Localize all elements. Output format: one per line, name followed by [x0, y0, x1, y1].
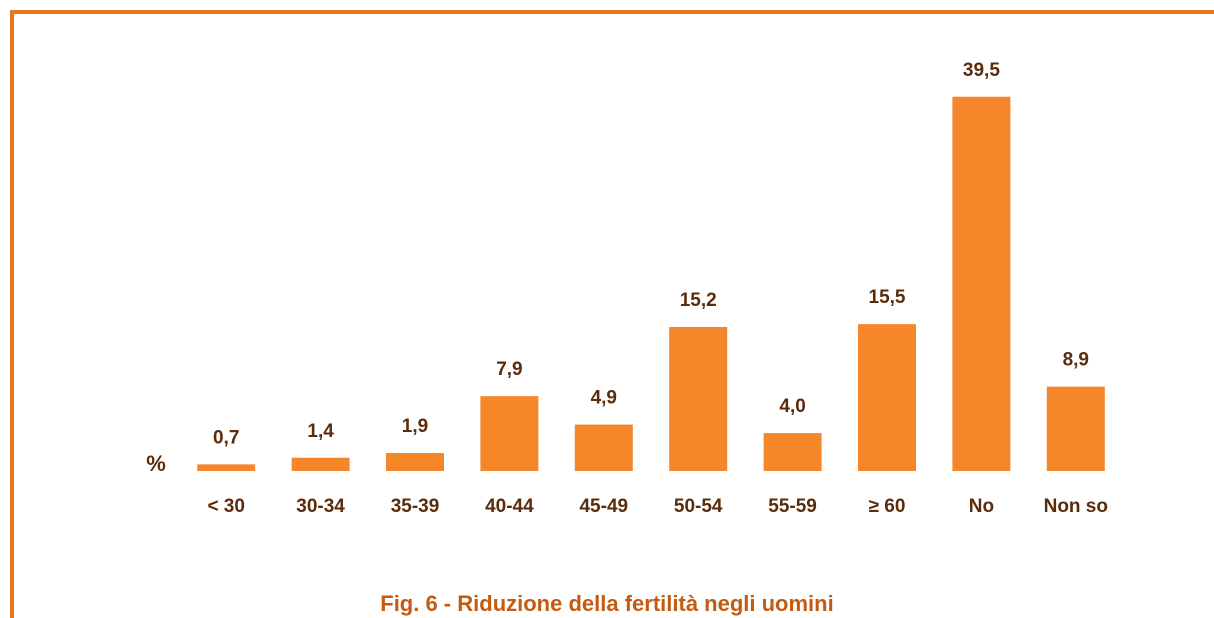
bar — [952, 96, 1011, 472]
x-tick-label: 40-44 — [485, 496, 534, 517]
x-tick-label: 55-59 — [768, 496, 817, 517]
x-tick-label: ≥ 60 — [869, 496, 906, 517]
value-label: 15,5 — [869, 287, 906, 308]
bar — [1046, 386, 1105, 471]
chart-title: Fig. 6 - Riduzione della fertilità negli… — [380, 591, 833, 616]
value-label: 39,5 — [963, 60, 1000, 81]
value-label: 4,9 — [591, 388, 617, 409]
y-axis-label: % — [146, 451, 166, 476]
x-tick-label: < 30 — [207, 496, 245, 517]
value-label: 7,9 — [496, 359, 522, 380]
x-tick-label: 50-54 — [674, 496, 723, 517]
bar — [574, 424, 633, 471]
value-label: 4,0 — [779, 396, 805, 417]
bar — [858, 324, 916, 471]
value-label: 0,7 — [213, 427, 239, 448]
bar — [386, 452, 444, 471]
x-tick-label: 45-49 — [579, 496, 628, 517]
value-label: 15,2 — [680, 290, 717, 311]
value-label: 8,9 — [1063, 350, 1089, 371]
bar — [763, 433, 822, 471]
x-tick-label: Non so — [1044, 496, 1108, 517]
x-tick-label: 35-39 — [391, 496, 440, 517]
bar — [197, 464, 256, 471]
bar — [291, 457, 350, 471]
value-label: 1,9 — [402, 416, 428, 437]
x-tick-label: No — [969, 496, 994, 517]
bar — [480, 396, 539, 471]
frame-border — [10, 10, 1214, 618]
bar — [669, 326, 728, 471]
x-tick-label: 30-34 — [296, 496, 345, 517]
value-label: 1,4 — [307, 421, 334, 442]
